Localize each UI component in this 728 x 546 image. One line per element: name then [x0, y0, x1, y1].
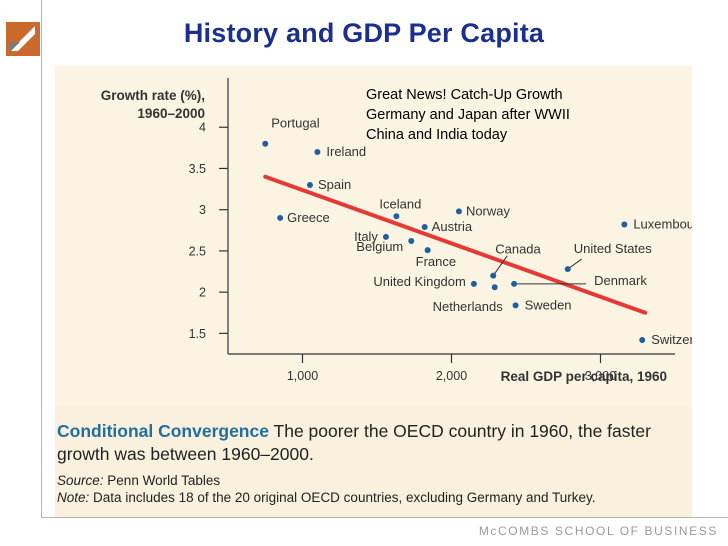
source-text: Penn World Tables	[107, 473, 221, 488]
point-label-belgium: Belgium	[356, 239, 403, 254]
point-label-portugal: Portugal	[271, 116, 320, 131]
caption-text: The poorer the OECD country in 1960, the…	[57, 421, 651, 464]
data-point-portugal	[262, 140, 269, 147]
x-axis-title: Real GDP per capita, 1960	[501, 369, 667, 384]
data-point-denmark	[511, 280, 518, 287]
data-point-france	[424, 247, 431, 254]
slide-title: History and GDP Per Capita	[183, 18, 545, 48]
data-point-austria	[421, 224, 428, 231]
data-point-netherlands	[491, 284, 498, 291]
data-point-switzerland	[639, 336, 646, 343]
point-label-norway: Norway	[466, 203, 511, 218]
chart-panel: 1.5 2 2.5 3 3.5 4 1,000 2,000 3,000 Growth rate (…	[55, 66, 692, 406]
point-label-austria: Austria	[432, 219, 473, 234]
y-axis-title-line1: Growth rate (%),	[101, 88, 205, 103]
y-tick-label: 3	[199, 203, 206, 217]
point-label-greece: Greece	[287, 210, 330, 225]
note-text: Data includes 18 of the 20 original OECD…	[93, 490, 596, 505]
footer-school: McCOMBS SCHOOL OF BUSINESS	[478, 524, 718, 538]
x-tick-label: 3,000	[585, 369, 616, 383]
callout-line-2: Germany and Japan after WWII	[366, 107, 570, 123]
point-label-canada: Canada	[495, 242, 541, 257]
figure-caption: Conditional Convergence The poorer the O…	[55, 406, 692, 518]
school-logo-icon	[6, 22, 40, 56]
point-label-france: France	[416, 254, 456, 269]
point-label-netherlands: Netherlands	[433, 299, 504, 314]
point-label-iceland: Iceland	[379, 196, 421, 211]
footer-rule	[41, 517, 728, 518]
left-rule	[41, 0, 42, 517]
data-point-ireland	[314, 148, 321, 155]
data-point-norway	[455, 208, 462, 215]
point-label-denmark: Denmark	[594, 273, 647, 288]
data-point-united-states	[564, 266, 571, 273]
callout-note: Great News! Catch-Up Growth Germany and …	[366, 85, 570, 145]
y-tick-label: 2.5	[189, 244, 206, 258]
point-label-united-kingdom: United Kingdom	[373, 274, 466, 289]
point-label-ireland: Ireland	[326, 144, 366, 159]
trend-line	[263, 174, 648, 315]
point-label-united-states: United States	[574, 241, 653, 256]
caption-heading: Conditional Convergence	[57, 421, 269, 441]
callout-line-1: Great News! Catch-Up Growth	[366, 87, 563, 103]
data-point-iceland	[393, 213, 400, 220]
scatter-chart: 1.5 2 2.5 3 3.5 4 1,000 2,000 3,000 Growth rate (…	[101, 78, 692, 384]
point-label-switzerland: Switzerland	[651, 332, 692, 347]
y-axis-title-line2: 1960–2000	[137, 106, 205, 121]
point-label-italy: Italy	[354, 229, 378, 244]
y-tick-label: 3.5	[189, 162, 206, 176]
y-tick-label: 1.5	[189, 327, 206, 341]
point-label-spain: Spain	[318, 177, 351, 192]
data-point-luxembourg	[621, 221, 628, 228]
note-label: Note:	[57, 490, 90, 505]
y-tick-label: 4	[199, 121, 206, 135]
point-label-sweden: Sweden	[525, 297, 572, 312]
source-label: Source:	[57, 473, 104, 488]
data-point-italy	[382, 233, 389, 240]
data-point-belgium	[408, 238, 415, 245]
data-point-canada	[490, 272, 497, 279]
y-tick-label: 2	[199, 286, 206, 300]
data-point-united-kingdom	[470, 280, 477, 287]
data-point-spain	[306, 181, 313, 188]
data-point-sweden	[512, 302, 519, 309]
x-tick-label: 2,000	[436, 369, 467, 383]
x-tick-label: 1,000	[287, 369, 318, 383]
point-label-luxembourg: Luxembourg	[633, 217, 692, 232]
leader-line-canada	[492, 255, 508, 276]
callout-line-3: China and India today	[366, 127, 508, 143]
data-point-greece	[277, 214, 284, 221]
